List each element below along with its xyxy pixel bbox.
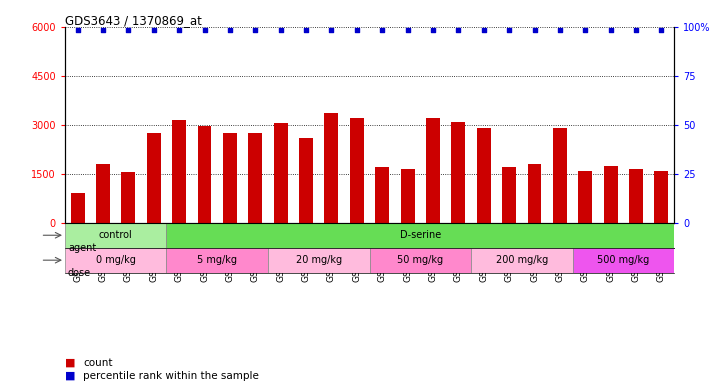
Text: control: control: [99, 230, 133, 240]
Point: [224, 27, 236, 33]
Text: GDS3643 / 1370869_at: GDS3643 / 1370869_at: [65, 14, 202, 27]
Point: [97, 27, 109, 33]
Bar: [369, 248, 471, 273]
Point: [326, 27, 337, 33]
Bar: [65, 223, 167, 248]
Text: count: count: [83, 358, 112, 368]
Point: [148, 27, 159, 33]
Point: [630, 27, 642, 33]
Text: 200 mg/kg: 200 mg/kg: [496, 255, 548, 265]
Bar: [629, 169, 643, 223]
Text: ■: ■: [65, 371, 76, 381]
Bar: [375, 167, 389, 223]
Text: D-serine: D-serine: [399, 230, 441, 240]
Text: 50 mg/kg: 50 mg/kg: [397, 255, 443, 265]
Bar: [121, 172, 136, 223]
Point: [528, 27, 540, 33]
Point: [123, 27, 134, 33]
Point: [249, 27, 261, 33]
Bar: [167, 223, 674, 248]
Bar: [65, 248, 167, 273]
Bar: [572, 248, 674, 273]
Bar: [401, 169, 415, 223]
Bar: [451, 122, 465, 223]
Point: [300, 27, 311, 33]
Bar: [324, 113, 338, 223]
Bar: [477, 128, 491, 223]
Bar: [471, 248, 572, 273]
Point: [453, 27, 464, 33]
Point: [376, 27, 388, 33]
Point: [554, 27, 566, 33]
Text: 20 mg/kg: 20 mg/kg: [296, 255, 342, 265]
Point: [478, 27, 490, 33]
Bar: [172, 120, 186, 223]
Text: ■: ■: [65, 358, 76, 368]
Text: 5 mg/kg: 5 mg/kg: [198, 255, 237, 265]
Bar: [578, 170, 592, 223]
Point: [72, 27, 84, 33]
Point: [655, 27, 667, 33]
Bar: [528, 164, 541, 223]
Point: [199, 27, 211, 33]
Point: [503, 27, 515, 33]
Bar: [248, 133, 262, 223]
Bar: [426, 118, 440, 223]
Text: 0 mg/kg: 0 mg/kg: [96, 255, 136, 265]
Text: percentile rank within the sample: percentile rank within the sample: [83, 371, 259, 381]
Bar: [502, 167, 516, 223]
Bar: [147, 133, 161, 223]
Point: [605, 27, 616, 33]
Point: [275, 27, 286, 33]
Bar: [223, 133, 237, 223]
Bar: [167, 248, 268, 273]
Bar: [603, 166, 618, 223]
Bar: [268, 248, 370, 273]
Text: 500 mg/kg: 500 mg/kg: [597, 255, 650, 265]
Text: agent: agent: [68, 243, 96, 253]
Bar: [655, 170, 668, 223]
Bar: [350, 118, 364, 223]
Bar: [274, 123, 288, 223]
Bar: [299, 138, 313, 223]
Bar: [71, 194, 84, 223]
Point: [402, 27, 413, 33]
Bar: [198, 126, 211, 223]
Text: dose: dose: [68, 268, 91, 278]
Point: [351, 27, 363, 33]
Bar: [553, 128, 567, 223]
Point: [428, 27, 439, 33]
Bar: [96, 164, 110, 223]
Point: [173, 27, 185, 33]
Point: [580, 27, 591, 33]
